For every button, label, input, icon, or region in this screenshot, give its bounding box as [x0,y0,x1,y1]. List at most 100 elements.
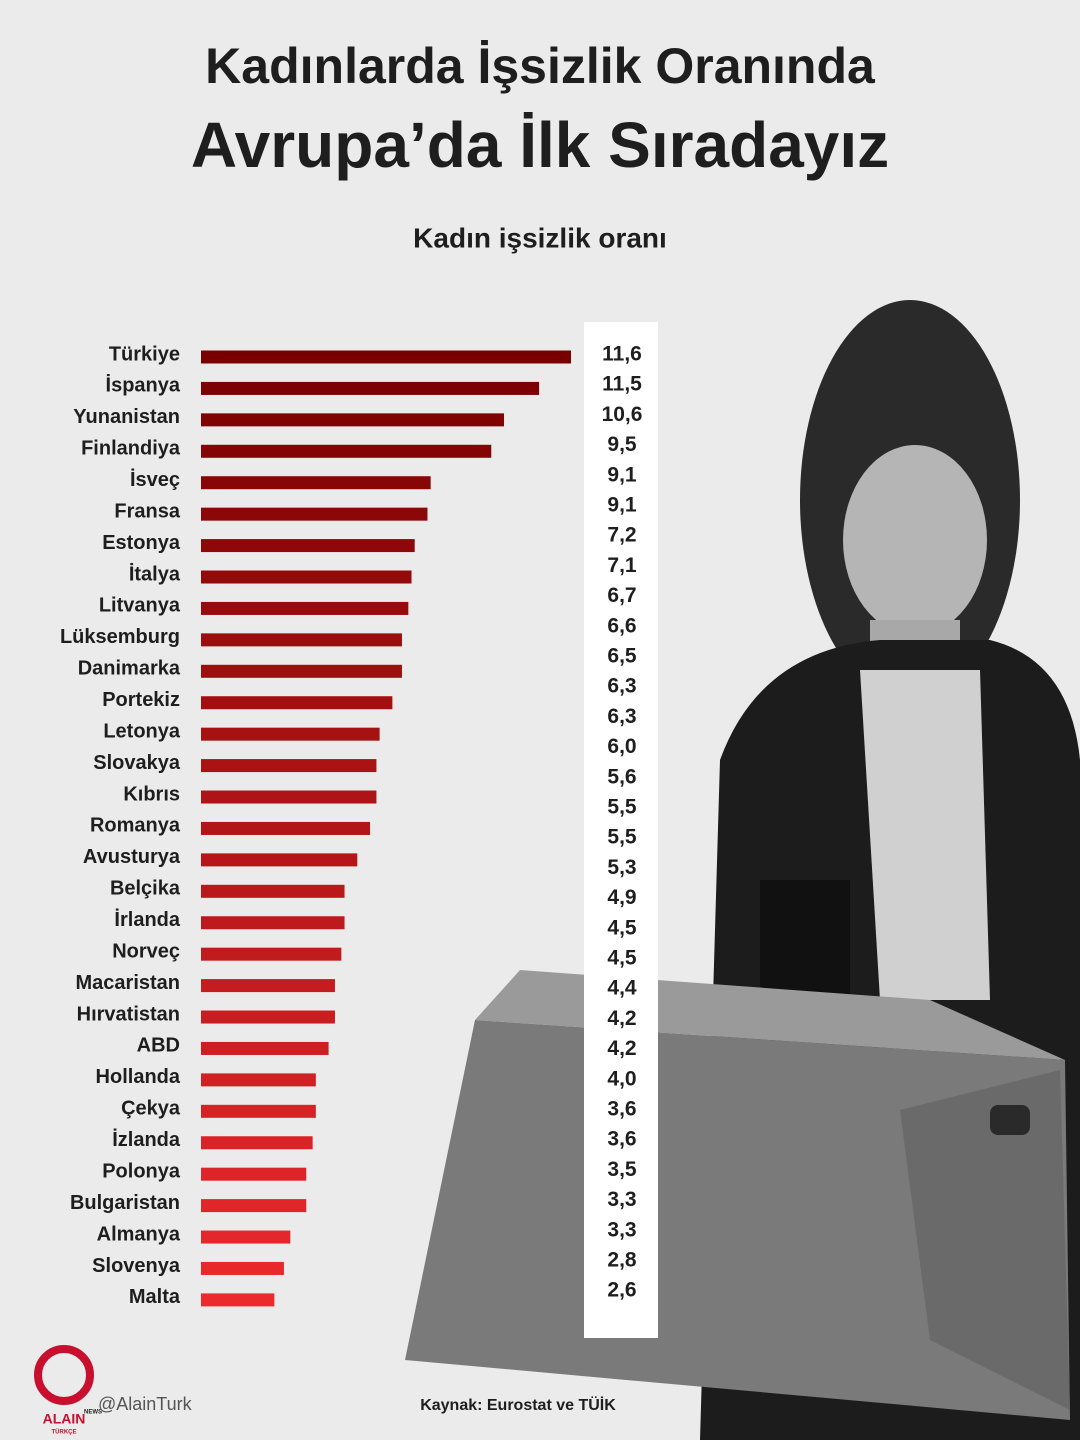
bar [201,444,492,458]
value-label: 6,7 [607,584,636,607]
category-label: Hırvatistan [77,1003,180,1025]
logo: ALAIN [43,1411,86,1427]
bar [201,821,371,835]
category-label: Hollanda [96,1066,181,1088]
value-label: 6,3 [607,675,636,698]
category-label: Fransa [114,500,180,522]
category-label: İrlanda [114,908,180,931]
bar [201,759,377,773]
value-label: 6,3 [607,705,636,728]
bar [201,696,393,710]
bar [201,1073,316,1087]
bar [201,916,345,930]
category-label: Romanya [90,815,181,837]
category-label: Çekya [121,1098,181,1120]
logo-mark [34,1345,94,1405]
category-label: İsveç [130,468,180,491]
bar [201,1104,316,1118]
value-label: 4,0 [607,1067,636,1090]
value-label: 11,6 [602,343,642,366]
bar [201,601,409,615]
category-label: Belçika [110,878,181,900]
category-label: Kıbrıs [123,783,180,805]
category-label: ABD [137,1035,180,1057]
category-label: İspanya [106,374,181,397]
bar [201,1293,275,1307]
value-label: 3,6 [607,1098,636,1121]
subtitle: Avrupa’da İlk Sıradayız [191,109,889,181]
category-label: Türkiye [109,343,180,365]
bar [201,884,345,898]
category-label: Finlandiya [81,438,181,460]
value-label: 10,6 [602,403,643,426]
photo [405,300,1080,1440]
value-label: 3,3 [607,1218,636,1241]
bar [201,1230,291,1244]
category-label: Lüksemburg [60,626,180,648]
title: Kadınlarda İşsizlik Oranında [205,38,876,94]
bar [201,1167,307,1181]
value-label: 4,5 [607,947,637,970]
bar [201,381,540,395]
value-label: 4,4 [607,977,637,1000]
bar [201,1136,313,1150]
category-label: Polonya [102,1160,181,1182]
bar [201,507,428,521]
category-label: Letonya [103,720,181,742]
bar [201,539,415,553]
value-label: 4,5 [607,916,637,939]
category-label: Avusturya [83,846,181,868]
value-label: 5,3 [607,856,636,879]
value-label: 7,1 [607,554,637,577]
bar [201,570,412,584]
bar [201,1010,335,1024]
handle: @AlainTurk [98,1394,193,1414]
source: Kaynak: Eurostat ve TÜİK [420,1395,616,1414]
value-column [584,322,658,1338]
value-label: 5,5 [607,826,637,849]
bar [201,1261,284,1275]
value-label: 4,2 [607,1037,636,1060]
value-label: 3,5 [607,1158,637,1181]
category-label: Bulgaristan [70,1192,180,1214]
bar [201,1041,329,1055]
category-label: Litvanya [99,595,181,617]
bar [201,664,402,678]
axis-label: Kadın işsizlik oranı [413,222,667,253]
category-label: Malta [129,1286,181,1308]
value-label: 5,5 [607,796,637,819]
value-label: 7,2 [607,524,636,547]
value-label: 9,5 [607,433,637,456]
bar [201,350,571,364]
category-label: Almanya [97,1223,181,1245]
bar [201,790,377,804]
value-label: 6,0 [607,735,636,758]
bar [201,633,402,647]
bar [201,947,342,961]
bar [201,853,358,867]
value-label: 6,6 [607,614,636,637]
logo-sub: TÜRKÇE [52,1429,77,1436]
bar [201,979,335,993]
category-label: İzlanda [112,1128,181,1151]
value-label: 11,5 [602,373,642,396]
bar [201,476,431,490]
value-label: 5,6 [607,765,636,788]
value-label: 3,6 [607,1128,636,1151]
category-label: Macaristan [76,972,181,994]
value-label: 2,8 [607,1249,637,1272]
category-label: Slovakya [93,752,181,774]
category-label: Estonya [102,532,181,554]
value-label: 2,6 [607,1279,636,1302]
category-label: Slovenya [92,1255,181,1277]
value-label: 4,9 [607,886,636,909]
value-label: 4,2 [607,1007,636,1030]
category-label: Norveç [112,940,180,962]
value-label: 6,5 [607,645,637,668]
bar [201,1199,307,1213]
category-label: Danimarka [78,658,181,680]
value-label: 3,3 [607,1188,636,1211]
bar [201,727,380,741]
logo-news: NEWS [84,1410,102,1416]
